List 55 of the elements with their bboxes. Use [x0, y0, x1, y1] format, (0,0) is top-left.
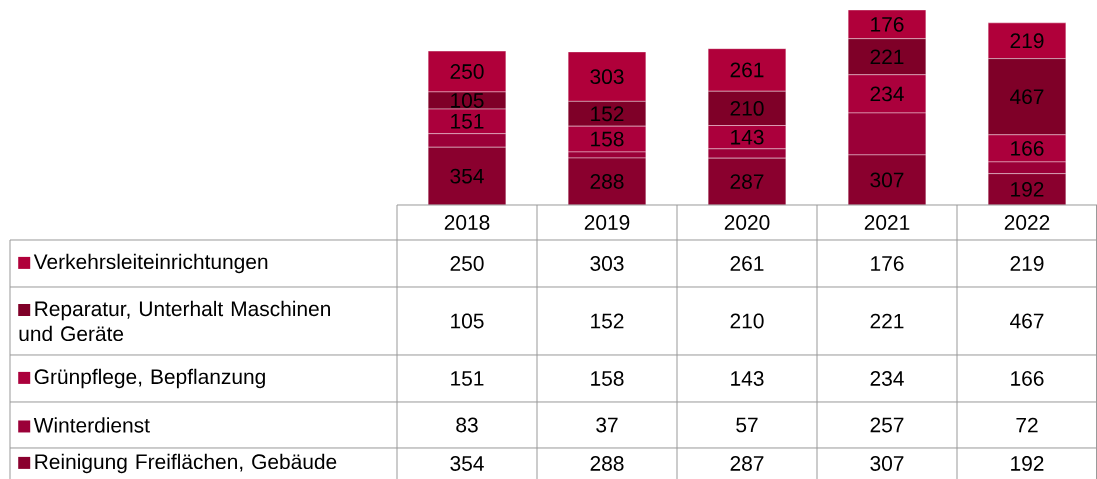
data-label: 192 [1011, 456, 1044, 471]
text: 250 [450, 64, 484, 79]
data-label: 210 [730, 313, 764, 329]
x-tick-label: 2019 [584, 215, 630, 230]
data-label: 57 [736, 417, 758, 433]
text: 166 [1011, 140, 1044, 156]
data-label: 152 [591, 313, 624, 329]
data-label: 158 [591, 371, 624, 386]
data-label: 250 [450, 256, 484, 271]
data-label: 105 [451, 313, 484, 329]
text: 234 [870, 86, 904, 102]
x-tick-label: 2018 [444, 215, 490, 230]
text: 105 [451, 93, 484, 108]
legend-label: Winterdienst [33, 417, 150, 433]
data-label: 83 [456, 417, 478, 433]
text: 143 [731, 129, 764, 145]
data-label: 221 [870, 313, 904, 329]
text: 354 [450, 168, 484, 184]
text: 152 [591, 106, 624, 122]
legend-label: Reinigung Freiflächen, Gebäude [35, 453, 337, 474]
data-label: 307 [870, 456, 904, 471]
legend-label: Verkehrsleiteinrichtungen [33, 253, 268, 274]
data-label: 166 [1011, 371, 1044, 386]
text: 210 [730, 100, 764, 116]
text: 158 [591, 131, 624, 147]
data-label: 234 [870, 371, 904, 386]
data-label: 467 [1010, 313, 1044, 329]
x-tick-label: 2020 [724, 215, 770, 230]
data-label: 176 [871, 256, 904, 271]
text: 219 [1010, 33, 1044, 49]
x-tick-label: 2022 [1004, 215, 1050, 230]
text: 467 [1010, 89, 1044, 105]
data-label: 37 [596, 417, 618, 433]
text: 288 [590, 174, 624, 189]
text: 176 [871, 16, 904, 32]
data-label: 219 [1010, 256, 1044, 271]
text: 261 [730, 62, 764, 78]
data-label: 287 [730, 456, 764, 471]
text: 287 [730, 174, 764, 189]
data-label: 261 [730, 256, 764, 271]
data-label: 257 [870, 417, 904, 433]
text: 303 [590, 69, 624, 85]
text: 192 [1011, 181, 1044, 197]
data-label: 288 [590, 456, 624, 471]
data-label: 303 [590, 256, 624, 271]
text: 221 [870, 49, 904, 65]
data-label: 151 [451, 371, 484, 386]
text: 307 [870, 172, 904, 188]
data-label: 72 [1016, 417, 1038, 433]
legend-label: Grünpflege, Bepflanzung [34, 368, 265, 389]
x-tick-label: 2021 [864, 215, 910, 230]
legend-label: Reparatur, Unterhalt Maschinen und Geräte [19, 300, 330, 342]
data-label: 143 [731, 371, 764, 386]
text: 151 [451, 114, 484, 129]
data-label: 354 [450, 456, 484, 471]
